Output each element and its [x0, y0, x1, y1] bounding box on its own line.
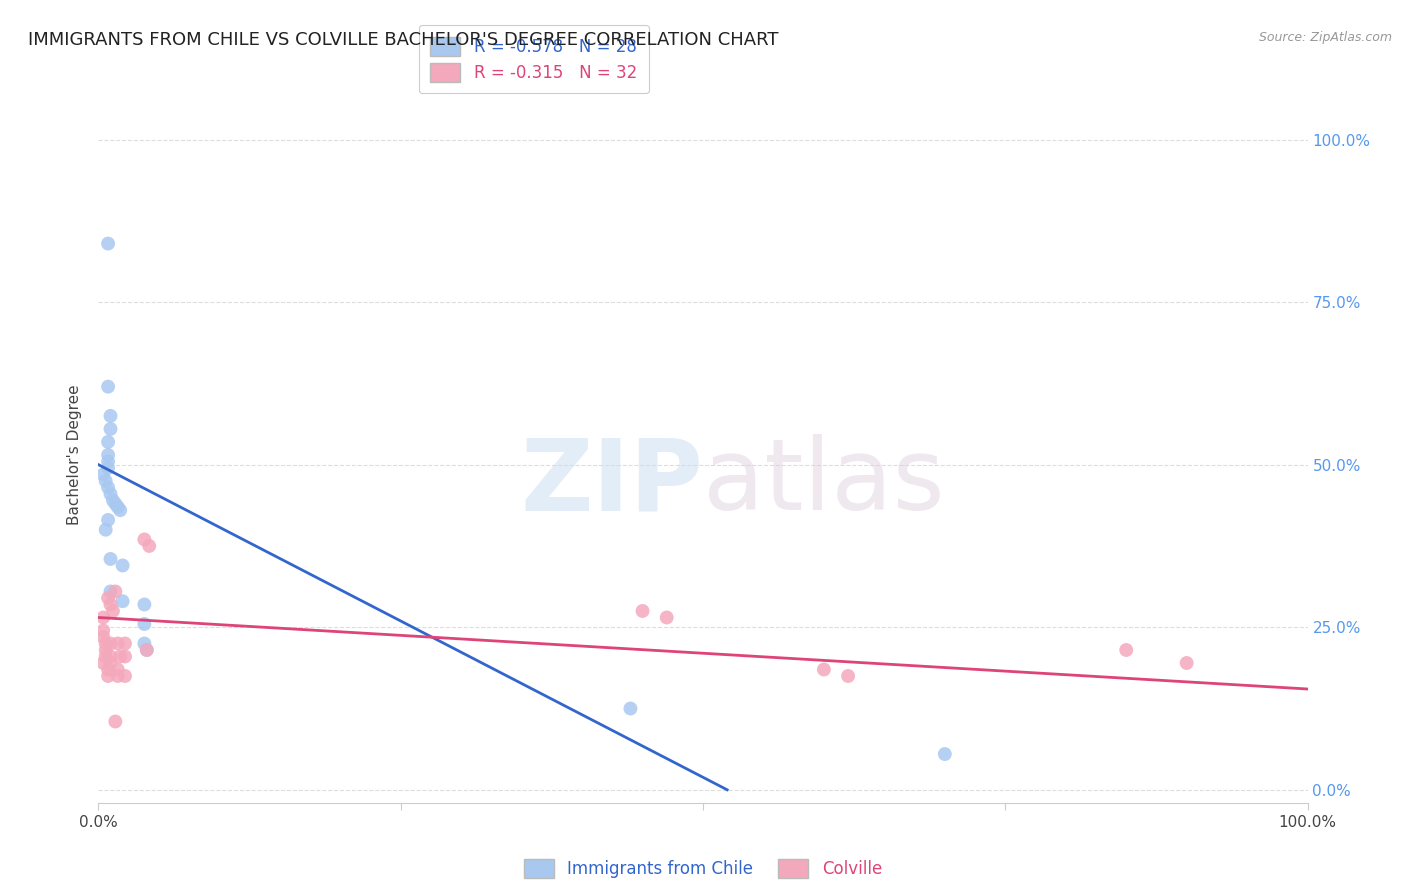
Point: [138, 539, 160, 553]
Point: [104, 584, 127, 599]
Y-axis label: Bachelor's Degree: Bachelor's Degree: [67, 384, 83, 525]
Point: [114, 649, 136, 664]
Point: [91, 630, 114, 644]
Point: [94, 643, 117, 657]
Point: [104, 497, 127, 511]
Point: [100, 487, 122, 501]
Legend: Immigrants from Chile, Colville: Immigrants from Chile, Colville: [517, 853, 889, 885]
Point: [100, 552, 122, 566]
Point: [97, 236, 120, 251]
Point: [100, 636, 122, 650]
Point: [934, 747, 956, 761]
Point: [100, 422, 122, 436]
Point: [108, 503, 131, 517]
Point: [97, 669, 120, 683]
Point: [134, 636, 156, 650]
Point: [94, 649, 117, 664]
Point: [91, 624, 114, 638]
Point: [97, 591, 120, 605]
Point: [111, 594, 134, 608]
Text: IMMIGRANTS FROM CHILE VS COLVILLE BACHELOR'S DEGREE CORRELATION CHART: IMMIGRANTS FROM CHILE VS COLVILLE BACHEL…: [28, 31, 779, 49]
Point: [100, 598, 122, 612]
Point: [107, 500, 129, 514]
Point: [91, 610, 114, 624]
Point: [100, 584, 122, 599]
Point: [104, 714, 127, 729]
Point: [97, 513, 120, 527]
Point: [91, 656, 114, 670]
Point: [91, 467, 114, 482]
Point: [97, 448, 120, 462]
Point: [94, 523, 117, 537]
Point: [101, 604, 124, 618]
Point: [134, 617, 156, 632]
Point: [837, 669, 859, 683]
Point: [619, 701, 641, 715]
Point: [1115, 643, 1137, 657]
Point: [100, 409, 122, 423]
Point: [114, 636, 136, 650]
Point: [101, 493, 124, 508]
Point: [134, 598, 156, 612]
Point: [108, 649, 131, 664]
Point: [135, 643, 157, 657]
Point: [100, 656, 122, 670]
Point: [97, 379, 120, 393]
Point: [134, 533, 156, 547]
Point: [655, 610, 678, 624]
Point: [631, 604, 654, 618]
Text: ZIP: ZIP: [520, 434, 703, 532]
Point: [97, 461, 120, 475]
Point: [97, 480, 120, 494]
Point: [114, 669, 136, 683]
Point: [100, 649, 122, 664]
Point: [107, 669, 129, 683]
Point: [97, 454, 120, 468]
Point: [97, 663, 120, 677]
Point: [1175, 656, 1198, 670]
Point: [107, 636, 129, 650]
Point: [107, 663, 129, 677]
Text: atlas: atlas: [703, 434, 945, 532]
Point: [97, 434, 120, 449]
Point: [111, 558, 134, 573]
Point: [135, 643, 157, 657]
Point: [94, 636, 117, 650]
Text: Source: ZipAtlas.com: Source: ZipAtlas.com: [1258, 31, 1392, 45]
Point: [94, 474, 117, 488]
Point: [813, 663, 835, 677]
